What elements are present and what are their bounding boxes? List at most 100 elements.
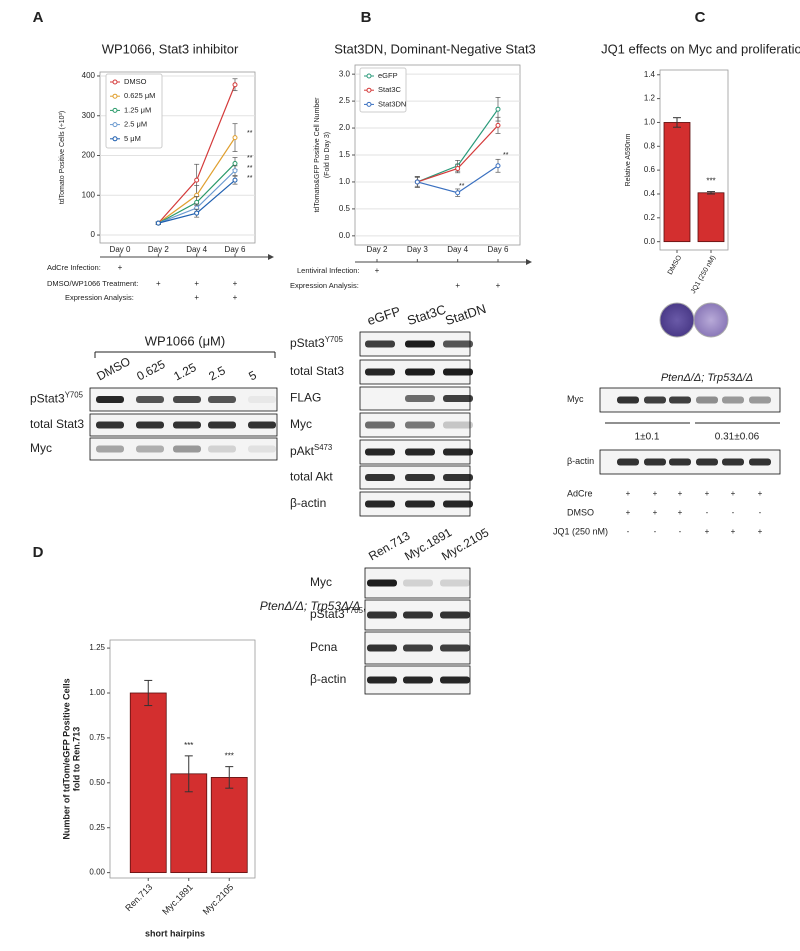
data-point [194,210,200,216]
treatment-label: Expression Analysis: [65,293,134,302]
blot-row-text: Pcna [310,640,338,654]
blot-band [669,458,691,466]
blot-frame [89,437,278,461]
y-tick-label: 0.25 [89,823,105,832]
blot-row-label: Myc [310,575,332,589]
y-tick-label: 1.5 [339,150,351,159]
blot-band [405,421,435,429]
blot-band [248,396,276,403]
y-tick-label: 2.5 [339,96,351,105]
bar [663,122,691,243]
blot-row-text: total Stat3 [30,417,84,431]
legend-label: 0.625 μM [124,91,155,100]
blot-row-label: total Akt [290,470,333,484]
blot-band [617,458,639,466]
blot-band [96,396,124,403]
y-axis-label: fold to Ren.713 [71,727,81,792]
blot-band [440,611,470,619]
treatment-mark: + [758,489,763,498]
blot-lane-label: Stat3C [405,302,447,329]
blot-band [248,445,276,453]
treatment-mark: + [375,266,380,275]
blot-band [749,458,771,466]
blot-row-label: FLAG [290,391,321,405]
treatment-mark: + [626,489,631,498]
y-tick-label: 0.5 [339,204,351,213]
x-tick-label: Day 0 [110,245,131,254]
treatment-mark: + [233,279,238,288]
blot-band [405,395,435,402]
blot-band [644,458,666,466]
blot-band [367,579,397,587]
y-tick-label: 0.50 [89,778,105,787]
blot-band [96,445,124,453]
quant-label: 0.31±0.06 [715,432,760,443]
blot-row-text: total Stat3 [290,364,344,378]
treatment-mark: + [626,508,631,517]
data-point [495,106,501,112]
blot-band [96,421,124,429]
legend-marker [112,107,118,113]
blot-row-label: β-actin [290,496,326,510]
blot-band [669,396,691,404]
treatment-mark: - [679,527,682,536]
y-tick-label: 1.0 [339,177,351,186]
x-tick-label: DMSO [667,254,684,276]
legend-label: Stat3DN [378,99,406,108]
blot-row-label: pAktS473 [290,443,332,458]
x-tick-label: Day 2 [148,245,169,254]
treatment-mark: + [758,527,763,536]
blot-row-label: Myc [290,417,312,431]
significance: *** [225,752,234,761]
legend-marker [366,101,372,107]
blot-row-text: Myc [290,417,312,431]
bar [697,192,725,243]
blot-band [367,644,397,652]
blot-band [644,396,666,404]
blot-band [405,500,435,508]
x-axis-arrowhead [526,259,532,265]
y-tick-label: 0.4 [644,189,656,198]
blot-band [365,368,395,376]
significance: ** [247,175,253,182]
y-tick-label: 0.0 [339,231,351,240]
blot-band [173,396,201,403]
blot-band [403,611,433,619]
legend-marker [112,122,118,128]
blot-band [365,421,395,429]
blot-band [405,448,435,456]
y-axis-label: tdTomato&GFP Positive Cell Number [314,97,321,213]
x-tick-label: Day 2 [367,245,388,254]
legend-label: 2.5 μM [124,120,147,129]
treatment-mark: + [678,489,683,498]
treatment-mark: + [194,279,199,288]
blot-row-text: β-actin [310,672,346,686]
blot-band [443,474,473,481]
blot-row-text: β-actin [567,456,594,466]
blot-band [443,395,473,402]
y-tick-label: 1.0 [644,118,656,127]
legend-label: Stat3C [378,85,402,94]
y-tick-label: 300 [82,111,96,120]
y-tick-label: 1.4 [644,70,656,79]
blot-band [208,445,236,453]
y-tick-label: 0.2 [644,213,656,222]
treatment-mark: + [653,508,658,517]
blot-band [403,676,433,684]
y-tick-label: 0.0 [644,237,656,246]
x-axis-arrowhead [268,254,274,260]
blot-row-sup: Y705 [325,335,344,344]
blot-frame [364,567,471,599]
data-point [495,122,501,128]
treatment-mark: + [678,508,683,517]
x-tick-label: JQ1 (250 nM) [690,254,717,295]
treatment-mark: - [732,508,735,517]
legend-label: 1.25 μM [124,105,151,114]
x-axis-label: short hairpins [145,928,205,938]
treatment-label: AdCre [567,488,593,498]
blot-band [722,458,744,466]
legend-marker [366,73,372,79]
significance: ** [247,155,253,162]
blot-row-text: Myc [567,394,584,404]
blot-row-text: β-actin [290,496,326,510]
